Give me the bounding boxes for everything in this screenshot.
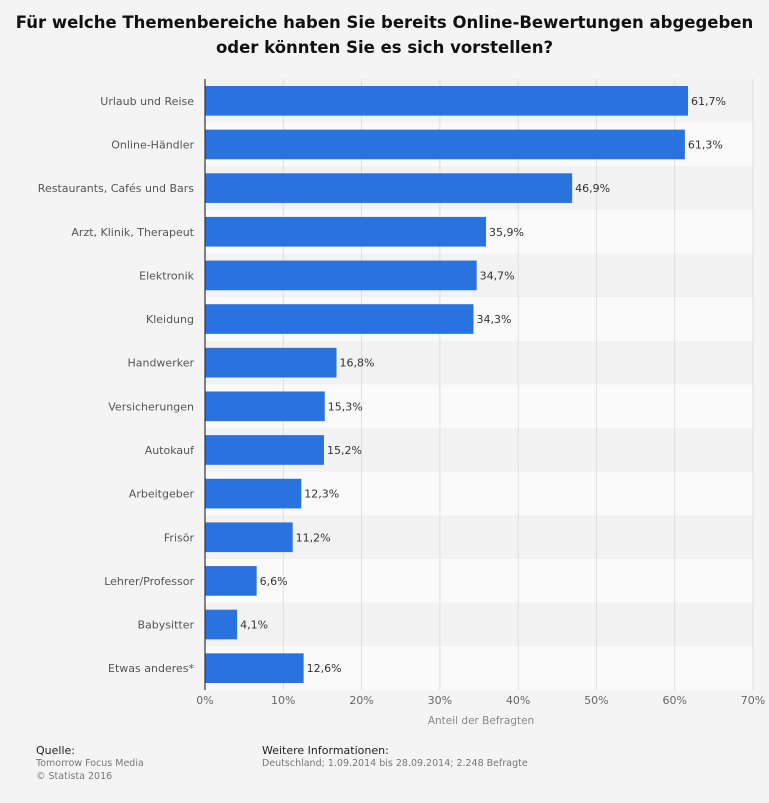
bar	[205, 609, 238, 640]
value-label: 12,3%	[304, 488, 339, 501]
value-label: 6,6%	[260, 575, 288, 588]
category-label: Etwas anderes*	[108, 662, 194, 675]
category-label: Babysitter	[138, 619, 195, 632]
value-label: 11,2%	[296, 531, 331, 544]
row-band	[205, 559, 753, 603]
row-band	[205, 602, 753, 647]
x-tick-label: 30%	[428, 694, 452, 707]
category-label: Online-Händler	[111, 138, 194, 151]
value-label: 16,8%	[340, 357, 375, 370]
bar	[205, 566, 257, 596]
x-tick-label: 0%	[196, 694, 213, 707]
info-block: Weitere Informationen: Deutschland; 1.09…	[262, 744, 528, 770]
info-heading: Weitere Informationen:	[262, 744, 389, 757]
bar	[205, 129, 685, 160]
category-label: Handwerker	[127, 357, 194, 370]
value-label: 61,7%	[691, 95, 726, 108]
category-label: Autokauf	[145, 444, 195, 457]
x-axis-title: Anteil der Befragten	[428, 715, 534, 727]
x-tick-label: 40%	[506, 694, 530, 707]
value-label: 4,1%	[240, 619, 268, 632]
category-label: Urlaub und Reise	[100, 95, 194, 108]
bar	[205, 216, 487, 247]
category-label: Elektronik	[139, 269, 194, 282]
value-label: 35,9%	[489, 226, 524, 239]
value-label: 15,3%	[328, 400, 363, 413]
source-heading: Quelle:	[36, 744, 75, 757]
category-label: Arbeitgeber	[129, 488, 195, 501]
category-label: Restaurants, Cafés und Bars	[38, 182, 194, 195]
bar	[205, 304, 474, 334]
row-band	[205, 515, 753, 560]
source-block: Quelle: Tomorrow Focus Media © Statista …	[36, 744, 144, 783]
bar	[205, 85, 689, 116]
category-label: Versicherungen	[108, 400, 194, 413]
x-tick-label: 50%	[584, 694, 608, 707]
x-tick-label: 70%	[741, 694, 765, 707]
info-text: Deutschland; 1.09.2014 bis 28.09.2014; 2…	[262, 758, 528, 769]
bar	[205, 347, 337, 378]
bar-chart: Urlaub und Reise 61,7% Online-Händler 61,3%…	[38, 79, 765, 727]
value-label: 15,2%	[327, 444, 362, 457]
bar	[205, 478, 302, 509]
bar	[205, 260, 477, 291]
source-name: Tomorrow Focus Media	[36, 758, 144, 769]
category-label: Frisör	[164, 531, 195, 544]
bar	[205, 435, 324, 465]
category-label: Kleidung	[146, 313, 194, 326]
copyright: © Statista 2016	[36, 771, 113, 782]
bar	[205, 391, 325, 422]
bar	[205, 173, 573, 203]
category-label: Lehrer/Professor	[104, 575, 194, 588]
chart-title: Für welche Themenbereiche haben Sie bere…	[15, 13, 754, 57]
category-label: Arzt, Klinik, Therapeut	[71, 226, 194, 239]
x-tick-label: 60%	[662, 694, 686, 707]
value-label: 34,3%	[477, 313, 512, 326]
bar	[205, 653, 304, 684]
value-label: 34,7%	[480, 269, 515, 282]
bar	[205, 522, 293, 553]
value-label: 12,6%	[307, 662, 342, 675]
value-label: 61,3%	[688, 138, 723, 151]
x-tick-label: 10%	[271, 694, 295, 707]
value-label: 46,9%	[575, 182, 610, 195]
x-tick-label: 20%	[349, 694, 373, 707]
